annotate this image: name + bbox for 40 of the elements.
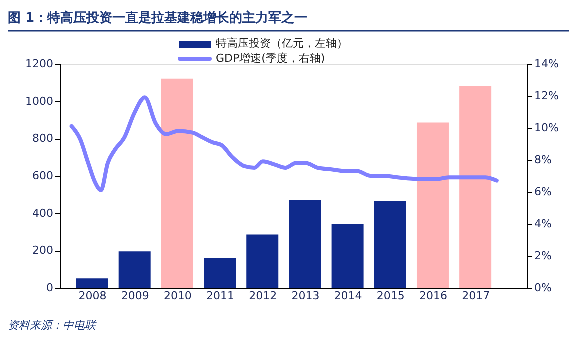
x-tick-label: 2009 bbox=[121, 290, 150, 302]
bar bbox=[460, 86, 492, 288]
x-tick-label: 2015 bbox=[376, 290, 405, 302]
y-tick-label: 200 bbox=[32, 244, 54, 258]
bar bbox=[332, 224, 364, 288]
y-tick-label: 800 bbox=[32, 132, 54, 146]
bar bbox=[204, 258, 236, 288]
bar bbox=[246, 234, 279, 288]
y-tick-label: 0 bbox=[46, 282, 54, 294]
x-tick-label: 2008 bbox=[78, 290, 107, 302]
y-tick-label: 400 bbox=[32, 206, 54, 220]
y-tick-label: 1200 bbox=[26, 58, 54, 70]
x-tick-label: 2011 bbox=[206, 290, 235, 302]
text: 资料来源：中电联 bbox=[8, 319, 97, 332]
x-tick-label: 2012 bbox=[249, 290, 278, 302]
legend-label: 特高压投资（亿元，左轴） bbox=[216, 37, 348, 50]
y-tick-label: 1000 bbox=[26, 94, 54, 108]
bar bbox=[289, 200, 322, 288]
x-tick-label: 2016 bbox=[419, 290, 448, 302]
y2-tick-label: 12% bbox=[534, 90, 559, 102]
bar bbox=[161, 78, 194, 288]
y2-tick-label: 8% bbox=[534, 154, 552, 166]
bar bbox=[76, 278, 108, 288]
y2-tick-label: 10% bbox=[534, 122, 559, 134]
bar bbox=[118, 252, 151, 288]
x-tick-label: 2017 bbox=[462, 290, 490, 302]
y2-tick-label: 4% bbox=[534, 218, 552, 230]
y2-tick-label: 0% bbox=[534, 282, 552, 294]
bar bbox=[416, 122, 449, 288]
y2-tick-label: 6% bbox=[534, 186, 552, 198]
chart-title: 图 1：特高压投资一直是拉基建稳增长的主力军之一 bbox=[8, 10, 308, 26]
y2-tick-label: 14% bbox=[534, 58, 559, 70]
y2-tick-label: 2% bbox=[534, 250, 552, 262]
bar bbox=[374, 201, 406, 288]
x-tick-label: 2014 bbox=[334, 290, 362, 302]
y-tick-label: 600 bbox=[32, 170, 54, 182]
x-tick-label: 2013 bbox=[292, 290, 320, 302]
x-tick-label: 2010 bbox=[164, 290, 192, 302]
legend-label: GDP增速(季度，右轴) bbox=[216, 52, 326, 65]
line-series bbox=[70, 96, 499, 192]
